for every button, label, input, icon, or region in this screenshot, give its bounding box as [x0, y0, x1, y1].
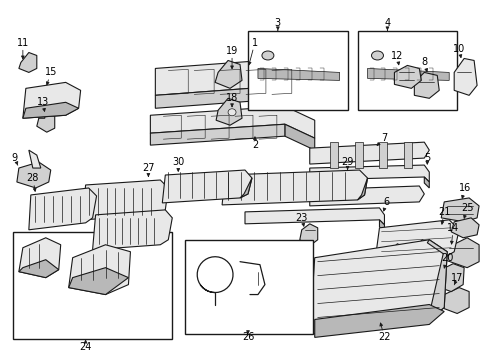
Text: 17: 17: [450, 273, 463, 283]
Text: 1: 1: [251, 37, 258, 48]
Text: 16: 16: [458, 183, 470, 193]
Polygon shape: [29, 188, 96, 230]
Text: 13: 13: [37, 97, 49, 107]
Text: 15: 15: [44, 67, 57, 77]
Polygon shape: [215, 60, 242, 88]
Text: 24: 24: [79, 342, 92, 352]
Text: 10: 10: [452, 44, 465, 54]
Polygon shape: [150, 124, 285, 145]
Polygon shape: [162, 170, 251, 203]
Polygon shape: [39, 104, 45, 118]
Text: 5: 5: [423, 153, 429, 163]
Polygon shape: [386, 244, 405, 278]
Polygon shape: [258, 68, 339, 80]
Text: 8: 8: [420, 58, 427, 67]
Polygon shape: [285, 124, 314, 150]
Text: 21: 21: [437, 207, 449, 217]
Text: 25: 25: [460, 203, 472, 213]
Text: 20: 20: [440, 253, 452, 263]
Polygon shape: [427, 240, 447, 319]
Polygon shape: [82, 180, 168, 220]
Polygon shape: [379, 220, 384, 232]
Polygon shape: [354, 142, 362, 168]
Polygon shape: [309, 165, 428, 182]
Polygon shape: [309, 240, 447, 334]
Polygon shape: [155, 85, 289, 108]
Polygon shape: [29, 150, 41, 168]
Text: 30: 30: [172, 157, 184, 167]
Bar: [185, 240, 312, 334]
Text: 26: 26: [241, 332, 254, 342]
Polygon shape: [433, 264, 463, 292]
Polygon shape: [68, 268, 128, 294]
Polygon shape: [17, 162, 51, 188]
Polygon shape: [289, 85, 324, 108]
Text: 28: 28: [26, 173, 39, 183]
Text: 14: 14: [446, 223, 458, 233]
Text: 6: 6: [383, 197, 389, 207]
Polygon shape: [309, 186, 424, 206]
Polygon shape: [19, 238, 61, 278]
Polygon shape: [443, 238, 478, 268]
Polygon shape: [357, 178, 367, 200]
Text: 18: 18: [225, 93, 238, 103]
Polygon shape: [19, 260, 59, 278]
Text: 23: 23: [295, 213, 307, 223]
Text: 3: 3: [274, 18, 281, 28]
Ellipse shape: [227, 109, 236, 116]
Polygon shape: [244, 208, 384, 225]
Polygon shape: [453, 58, 476, 95]
Text: 7: 7: [381, 133, 387, 143]
Polygon shape: [299, 224, 317, 246]
Polygon shape: [367, 68, 448, 80]
Polygon shape: [155, 58, 324, 95]
Polygon shape: [68, 245, 130, 294]
Polygon shape: [92, 210, 172, 250]
Polygon shape: [450, 218, 478, 238]
Polygon shape: [216, 98, 242, 125]
Text: 29: 29: [341, 157, 353, 167]
Bar: [13, 232, 172, 339]
Polygon shape: [404, 142, 411, 168]
Polygon shape: [23, 82, 81, 118]
Text: 27: 27: [142, 163, 154, 173]
Polygon shape: [411, 240, 428, 274]
Polygon shape: [240, 178, 251, 198]
Polygon shape: [440, 288, 468, 314]
Text: 2: 2: [251, 140, 258, 150]
Polygon shape: [150, 106, 314, 138]
Polygon shape: [37, 112, 55, 132]
Polygon shape: [309, 142, 428, 164]
Text: 9: 9: [12, 153, 18, 163]
Polygon shape: [222, 170, 367, 205]
Text: 19: 19: [225, 45, 238, 55]
Ellipse shape: [371, 51, 383, 60]
Bar: [247, 31, 347, 110]
Polygon shape: [23, 102, 79, 118]
Text: 4: 4: [384, 18, 390, 28]
Bar: [357, 31, 456, 110]
Ellipse shape: [262, 51, 273, 60]
Polygon shape: [394, 66, 421, 88]
Polygon shape: [374, 220, 458, 265]
Polygon shape: [314, 305, 443, 337]
Polygon shape: [19, 53, 37, 72]
Polygon shape: [424, 177, 428, 188]
Polygon shape: [413, 72, 438, 98]
Polygon shape: [440, 198, 478, 222]
Polygon shape: [329, 142, 337, 168]
Text: 22: 22: [377, 332, 390, 342]
Text: 11: 11: [17, 37, 29, 48]
Text: 12: 12: [390, 51, 403, 62]
Polygon shape: [379, 142, 386, 168]
